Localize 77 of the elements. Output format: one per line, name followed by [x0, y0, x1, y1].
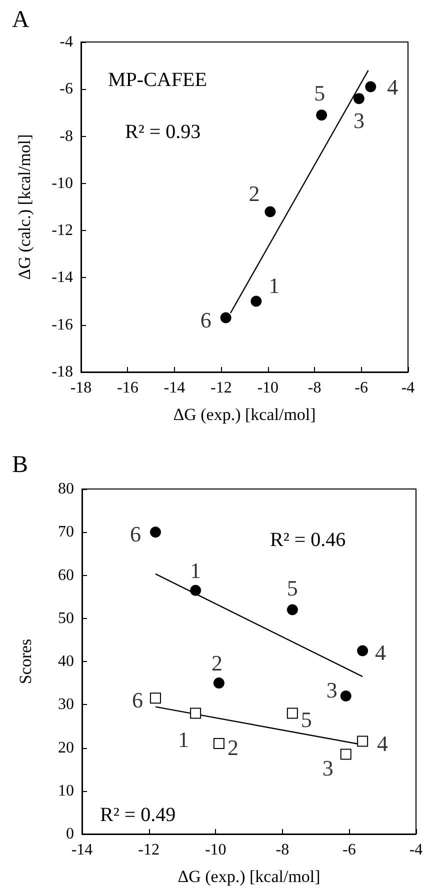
- point: [213, 678, 224, 689]
- x-tick-label: -6: [354, 380, 368, 396]
- y-tick-label: 20: [58, 739, 74, 756]
- annotation: 6: [200, 307, 212, 332]
- annotation: 3: [353, 108, 364, 134]
- point: [286, 604, 298, 616]
- y-tick-label: -10: [52, 174, 73, 192]
- y-tick-label: 10: [58, 782, 74, 800]
- y-tick-label: 40: [58, 653, 74, 670]
- point: [340, 748, 352, 760]
- x-axis-title: ΔG (exp.) [kcal/mol]: [173, 405, 316, 424]
- annotation: 1: [178, 726, 190, 752]
- annotation: 3: [322, 756, 334, 781]
- point: [220, 312, 232, 324]
- x-tick-label: -12: [138, 842, 160, 858]
- annotation: 5: [314, 80, 326, 106]
- y-axis-title: Scores: [16, 638, 35, 684]
- y-tick-label: -8: [60, 128, 73, 145]
- point: [353, 93, 364, 104]
- point: [264, 206, 276, 218]
- point: [316, 110, 328, 121]
- annotation: MP-CAFEE: [108, 69, 207, 91]
- y-tick-label: -4: [60, 34, 73, 50]
- y-axis-title: ΔG (calc.) [kcal/mol]: [15, 134, 34, 280]
- point: [365, 81, 376, 92]
- annotation: 1: [268, 272, 280, 298]
- y-tick-label: 60: [58, 566, 74, 584]
- annotation: R² = 0.46: [270, 529, 346, 551]
- y-tick-label: -12: [52, 222, 73, 240]
- point: [213, 738, 224, 749]
- y-tick-label: -18: [52, 364, 73, 380]
- y-tick-label: -16: [52, 316, 73, 334]
- point: [286, 708, 298, 719]
- annotation: 5: [300, 706, 312, 732]
- annotation: R² = 0.93: [125, 121, 201, 143]
- x-axis-title: ΔG (exp.) [kcal/mol]: [178, 867, 320, 886]
- text: A: [12, 7, 30, 33]
- point: [357, 736, 368, 747]
- x-tick-label: -10: [204, 842, 226, 858]
- y-tick-label: -6: [60, 80, 73, 98]
- point: [190, 708, 202, 719]
- point: [250, 296, 262, 307]
- text: B: [12, 452, 28, 478]
- x-tick-label: -6: [342, 842, 356, 858]
- annotation: 4: [375, 640, 386, 666]
- point: [150, 526, 161, 538]
- x-tick-label: -10: [257, 380, 279, 396]
- annotation: 5: [286, 575, 298, 600]
- annotation: 2: [248, 181, 260, 206]
- x-tick-label: -14: [164, 380, 186, 396]
- x-tick-label: -18: [70, 380, 92, 396]
- y-tick-label: -14: [52, 269, 73, 286]
- point: [340, 690, 352, 702]
- x-tick-label: -8: [276, 842, 290, 858]
- y-tick-label: 0: [66, 826, 74, 842]
- x-tick-label: -16: [117, 380, 138, 396]
- y-tick-label: 70: [58, 524, 74, 541]
- y-tick-label: 50: [58, 610, 74, 627]
- annotation: 4: [377, 730, 388, 756]
- annotation: 6: [132, 688, 143, 713]
- point: [357, 645, 368, 656]
- annotation: 1: [190, 558, 202, 583]
- annotation: 3: [326, 678, 338, 702]
- annotation: 4: [387, 74, 398, 100]
- point: [150, 692, 161, 704]
- point: [190, 584, 202, 596]
- x-tick-label: -8: [308, 380, 322, 396]
- annotation: R² = 0.49: [100, 804, 176, 826]
- annotation: 2: [211, 650, 222, 676]
- x-tick-label: -4: [401, 380, 415, 396]
- y-tick-label: 80: [58, 480, 74, 498]
- annotation: 2: [227, 734, 238, 760]
- x-tick-label: -12: [210, 380, 232, 396]
- x-tick-label: -4: [409, 842, 423, 858]
- annotation: 6: [130, 522, 141, 547]
- x-tick-label: -14: [71, 842, 93, 858]
- y-tick-label: 30: [58, 696, 74, 714]
